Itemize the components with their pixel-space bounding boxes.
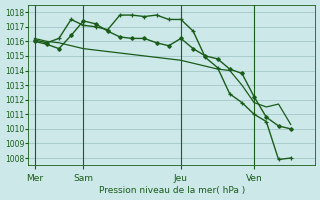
X-axis label: Pression niveau de la mer( hPa ): Pression niveau de la mer( hPa ) (99, 186, 245, 195)
